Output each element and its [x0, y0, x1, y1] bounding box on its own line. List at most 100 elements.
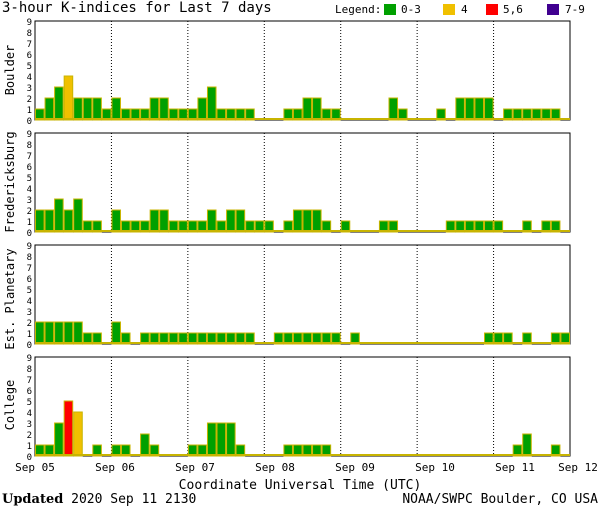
k-index-bar: [54, 198, 64, 233]
x-axis-label: Coordinate Universal Time (UTC): [178, 478, 422, 493]
k-index-bar: [44, 97, 55, 121]
y-tick-label: 8: [27, 253, 32, 263]
k-index-bar: [44, 209, 55, 233]
x-tick-label: Sep 12: [558, 461, 598, 474]
k-index-bar: [54, 422, 64, 457]
y-tick-label: 1: [27, 106, 32, 116]
k-index-bar: [197, 97, 207, 121]
k-index-bar: [312, 97, 322, 121]
y-tick-label: 5: [27, 62, 32, 72]
y-tick-label: 8: [27, 141, 32, 151]
y-tick-label: 2: [27, 319, 32, 329]
y-tick-label: 8: [27, 29, 32, 39]
k-index-bar: [63, 321, 74, 345]
k-index-bar: [111, 321, 121, 345]
panel-frame: [34, 356, 571, 457]
y-tick-label: 3: [27, 84, 32, 94]
k-index-bar: [149, 97, 160, 121]
y-tick-label: 7: [27, 376, 32, 386]
y-tick-label: 9: [27, 18, 32, 28]
y-tick-label: 2: [27, 95, 32, 105]
k-index-bar: [206, 86, 217, 121]
k-index-bar: [216, 422, 227, 457]
k-index-bar: [522, 433, 532, 457]
k-index-bar: [35, 209, 45, 233]
k-index-bar: [464, 97, 475, 121]
legend-item-4: 4: [461, 3, 468, 16]
legend-item-7-9: 7-9: [565, 3, 585, 16]
k-index-bar: [73, 97, 83, 121]
legend-swatch-0-3: [384, 4, 396, 15]
y-tick-label: 0: [27, 229, 32, 239]
k-index-bar: [54, 86, 64, 121]
legend-item-5-6: 5,6: [503, 3, 523, 16]
k-index-bar: [455, 97, 465, 121]
k-index-bar: [312, 209, 322, 233]
source-credit: NOAA/SWPC Boulder, CO USA: [402, 492, 598, 507]
y-tick-label: 7: [27, 40, 32, 50]
k-index-bar: [92, 97, 102, 121]
updated-stamp: Updated 2020 Sep 11 2130: [2, 492, 196, 507]
x-tick-label: Sep 09: [335, 461, 375, 474]
k-index-bar: [73, 321, 83, 345]
y-tick-label: 8: [27, 365, 32, 375]
x-tick-label: Sep 10: [415, 461, 455, 474]
k-index-bar: [140, 433, 150, 457]
k-index-bar: [111, 97, 121, 121]
y-tick-label: 2: [27, 207, 32, 217]
legend-label: Legend:: [335, 3, 382, 16]
k-index-bar: [484, 97, 494, 121]
k-index-bar: [159, 209, 169, 233]
x-tick-label: Sep 08: [255, 461, 295, 474]
k-index-bar: [35, 321, 45, 345]
panel-frame: [34, 244, 571, 345]
legend-swatch-4: [443, 4, 455, 15]
y-tick-label: 5: [27, 286, 32, 296]
legend: Legend: 0-3 4 5,6 7-9: [0, 3, 600, 19]
x-tick-label: Sep 05: [15, 461, 55, 474]
y-tick-label: 1: [27, 218, 32, 228]
y-tick-label: 0: [27, 117, 32, 127]
k-index-bar: [82, 97, 93, 121]
y-tick-label: 1: [27, 442, 32, 452]
y-tick-label: 4: [27, 409, 32, 419]
k-index-bar: [73, 411, 83, 457]
x-tick-label: Sep 07: [175, 461, 215, 474]
k-index-bar: [388, 97, 399, 121]
k-index-bar: [235, 209, 246, 233]
k-index-bar: [159, 97, 169, 121]
legend-swatch-5-6: [486, 4, 498, 15]
y-tick-label: 5: [27, 398, 32, 408]
y-tick-label: 9: [27, 354, 32, 364]
k-index-bar: [44, 321, 55, 345]
y-tick-label: 9: [27, 130, 32, 140]
y-tick-label: 0: [27, 453, 32, 463]
y-tick-label: 5: [27, 174, 32, 184]
y-tick-label: 2: [27, 431, 32, 441]
k-index-bar: [111, 209, 121, 233]
y-tick-label: 3: [27, 196, 32, 206]
k-index-bar: [63, 75, 74, 121]
k-index-bar: [292, 209, 303, 233]
updated-label: Updated: [2, 492, 64, 507]
y-tick-label: 4: [27, 185, 32, 195]
y-tick-label: 6: [27, 275, 32, 285]
k-index-bar: [474, 97, 485, 121]
y-tick-label: 4: [27, 297, 32, 307]
k-index-bar: [63, 209, 74, 233]
k-index-bar: [54, 321, 64, 345]
y-tick-label: 3: [27, 308, 32, 318]
chart-title: 3-hour K-indices for Last 7 days: [2, 0, 272, 16]
y-tick-label: 6: [27, 163, 32, 173]
k-index-bar: [63, 400, 74, 457]
x-tick-label: Sep 06: [95, 461, 135, 474]
y-tick-label: 9: [27, 242, 32, 252]
k-index-bar: [226, 422, 236, 457]
k-index-bar: [73, 198, 83, 233]
legend-item-0-3: 0-3: [401, 3, 421, 16]
y-tick-label: 4: [27, 73, 32, 83]
k-index-bar: [226, 209, 236, 233]
y-tick-label: 3: [27, 420, 32, 430]
